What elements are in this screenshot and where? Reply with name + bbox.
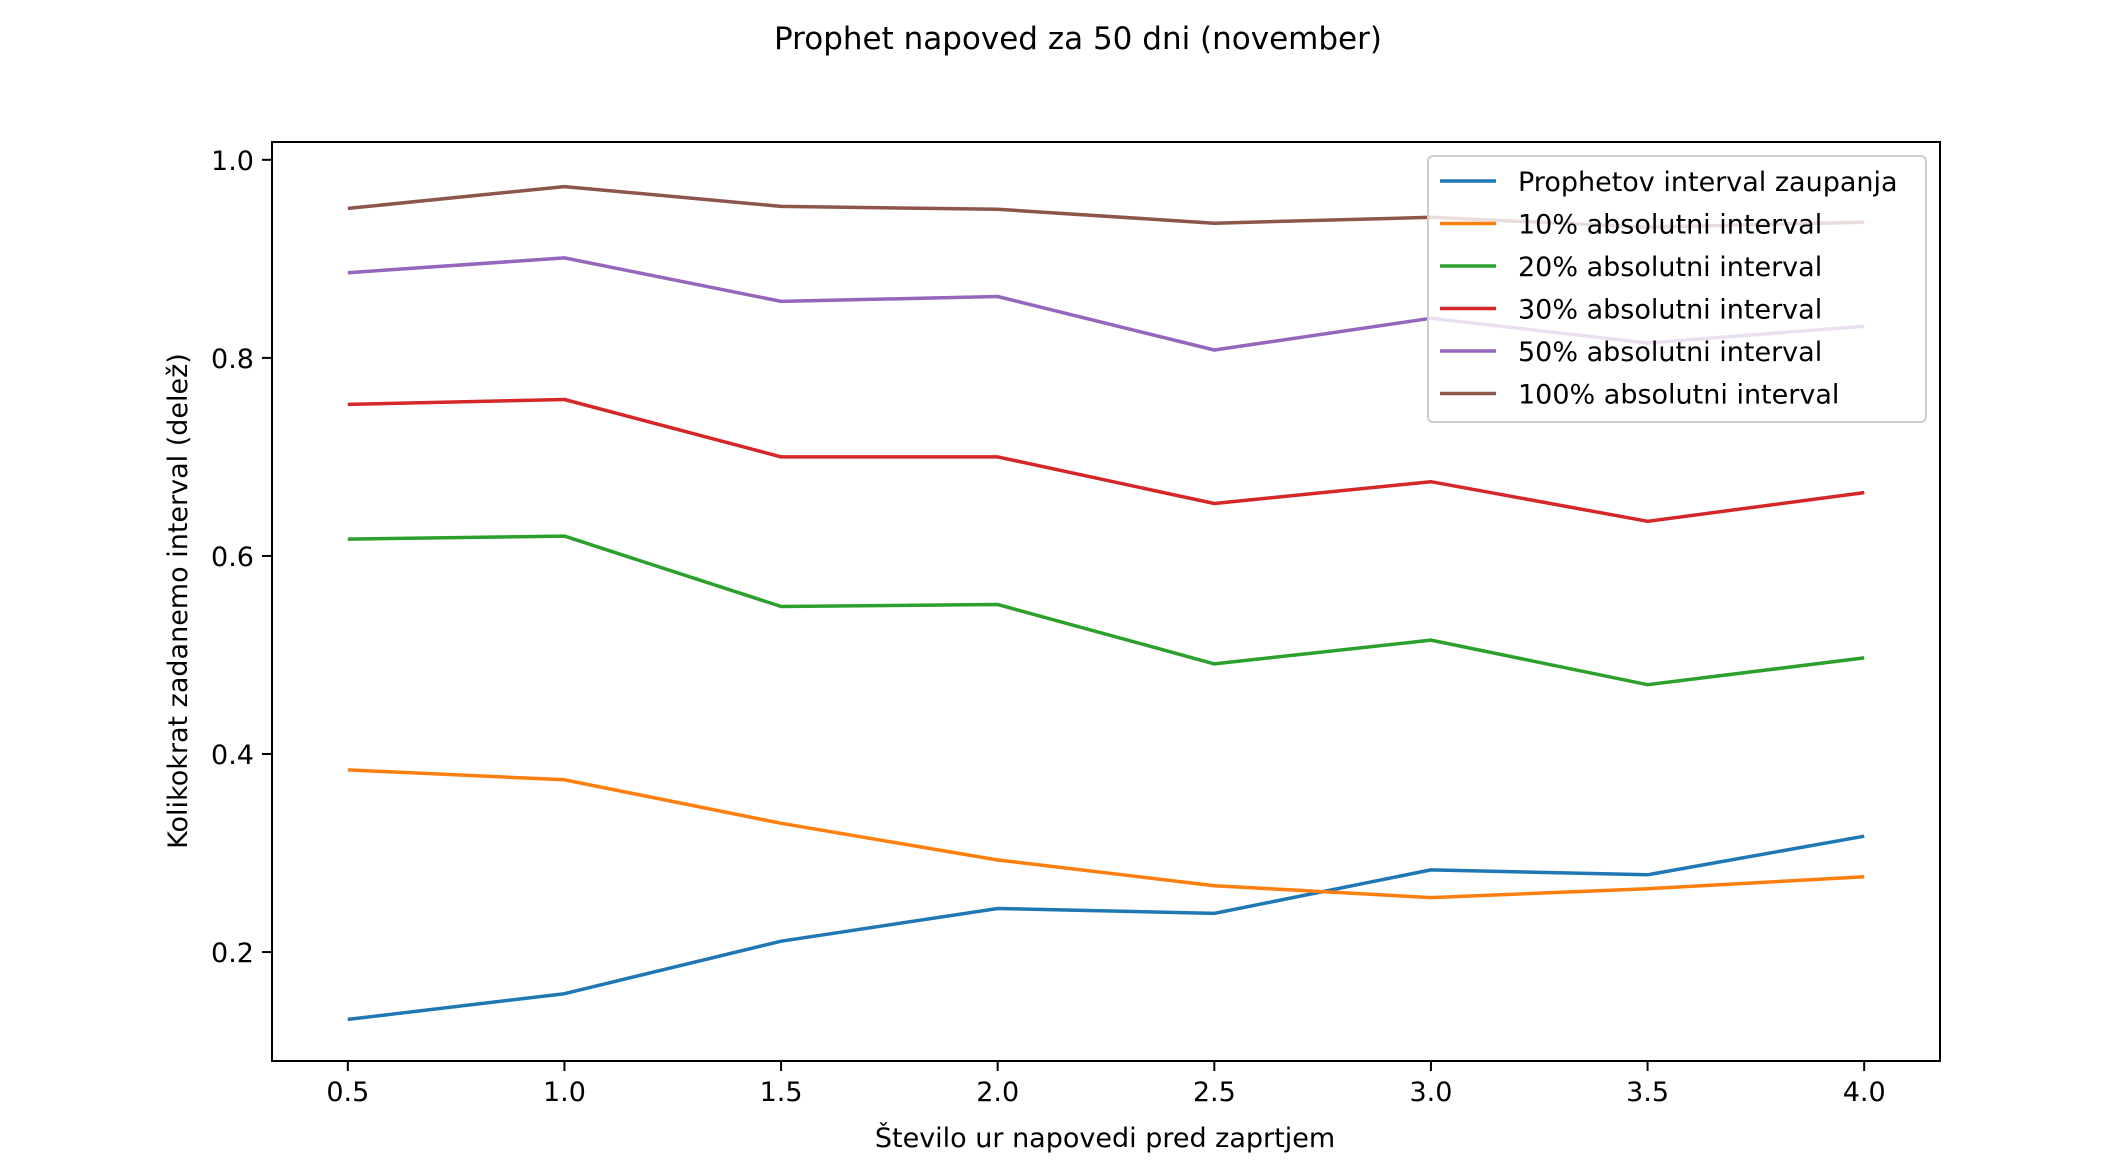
series-line-3 [347, 534, 1865, 687]
legend: Prophetov interval zaupanja 10% absolutni… [1427, 155, 1927, 423]
x-tick-label: 4.0 [1843, 1077, 1886, 1108]
series-line-2 [347, 768, 1865, 900]
series-line-1 [347, 834, 1865, 1022]
y-tick-label: 0.6 [211, 542, 254, 573]
plot-frame [271, 141, 1941, 1062]
ticks-layer: 0.5 1.0 1.5 2.0 2.5 3.0 3.5 4.0 0.2 0.4 0.6 0.8 1.0 [211, 146, 1886, 1108]
x-tick-label: 3.0 [1409, 1077, 1452, 1108]
chart-title: Prophet napoved za 50 dni (november) [774, 21, 1382, 57]
y-axis-label: Kolikokrat zadanemo interval (delež) [163, 353, 194, 849]
legend-entry: 30% absolutni interval [1518, 295, 1822, 326]
legend-entry: 10% absolutni interval [1518, 210, 1822, 241]
x-axis-label: Število ur napovedi pred zaprtjem [875, 1122, 1335, 1154]
x-tick-label: 0.5 [326, 1077, 369, 1108]
x-tick-label: 2.5 [1193, 1077, 1236, 1108]
y-tick-label: 0.2 [211, 938, 254, 969]
x-tick-label: 2.0 [976, 1077, 1019, 1108]
y-tick-label: 0.4 [211, 740, 254, 771]
x-tick-label: 1.5 [760, 1077, 803, 1108]
series-layer [347, 184, 1865, 1022]
legend-entry: 20% absolutni interval [1518, 252, 1822, 283]
legend-entry: 100% absolutni interval [1518, 380, 1839, 411]
x-tick-label: 3.5 [1626, 1077, 1669, 1108]
y-tick-label: 1.0 [211, 146, 254, 177]
legend-entry: Prophetov interval zaupanja [1518, 167, 1898, 198]
legend-entry: 50% absolutni interval [1518, 337, 1822, 368]
legend-box [1427, 155, 1927, 423]
x-tick-label: 1.0 [543, 1077, 586, 1108]
y-tick-label: 0.8 [211, 344, 254, 375]
series-line-4 [347, 397, 1865, 524]
